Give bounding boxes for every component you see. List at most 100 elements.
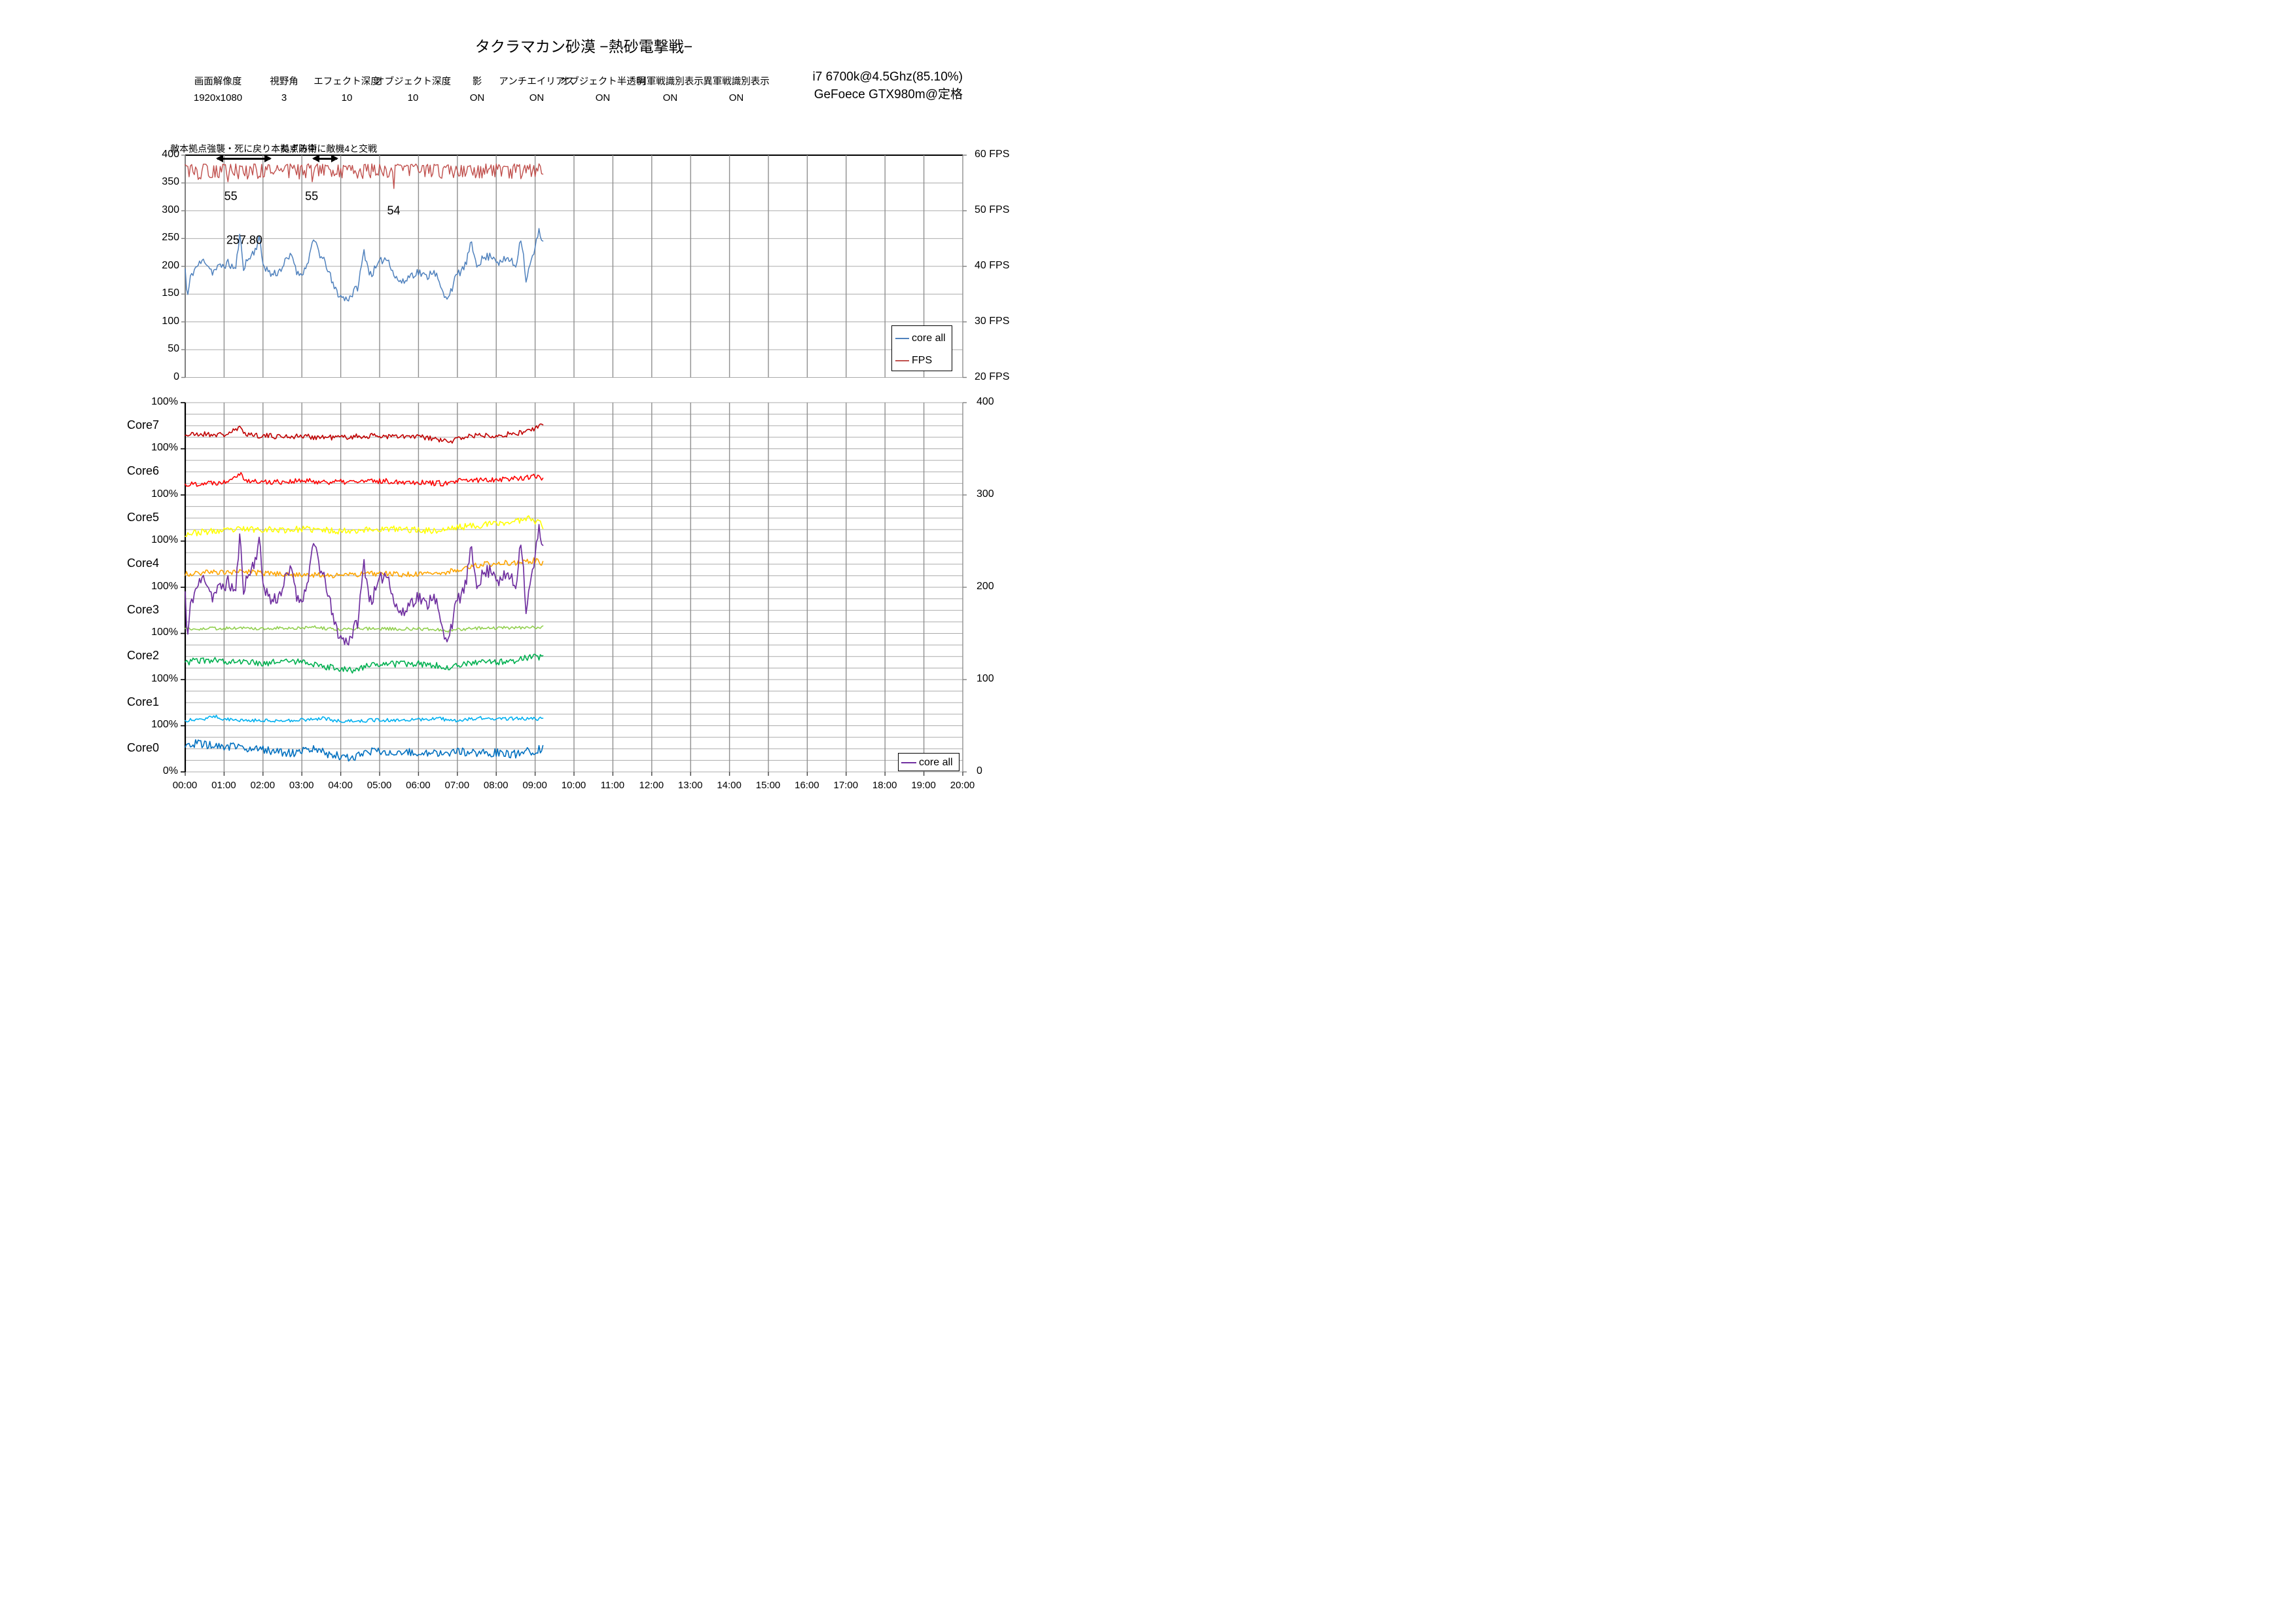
core-label-Core7: Core7: [126, 418, 159, 431]
setting-value-1: 3: [281, 92, 287, 103]
time-axis-label: 03:00: [289, 780, 314, 791]
core-label-Core6: Core6: [126, 464, 159, 478]
legend-entry-core-all: core all: [895, 333, 946, 344]
setting-label-3: オブジェクト深度: [375, 77, 451, 87]
series-Core7: [184, 423, 543, 444]
cpu-chart-right-axis-label: 0: [977, 765, 982, 776]
fps-chart-yaxis-label: 200: [162, 259, 179, 271]
fps-chart-yaxis-label: 250: [162, 232, 179, 244]
setting-value-2: 10: [341, 92, 353, 103]
time-axis-label: 07:00: [444, 780, 470, 791]
cpu-chart-right-axis-label: 300: [977, 488, 994, 500]
fps-chart-fps-axis-label: 60 FPS: [975, 149, 1010, 160]
percent-axis-label-zero: 0%: [162, 765, 178, 776]
series-core-all: [184, 228, 543, 302]
point-label: 55: [224, 189, 238, 203]
series-core-all: [184, 523, 543, 646]
series-Core6: [184, 471, 543, 487]
fps-chart-yaxis-label: 400: [162, 149, 179, 160]
series-Core0: [184, 739, 543, 761]
core-label-Core1: Core1: [126, 695, 159, 708]
series-FPS: [184, 163, 543, 189]
time-axis-label: 13:00: [677, 780, 703, 791]
phase-annotation-text-1: ねずみ中に敵機4と交戦: [280, 143, 378, 154]
percent-axis-label: 100%: [151, 442, 178, 453]
setting-label-1: 視野角: [270, 77, 298, 87]
time-axis-label: 17:00: [833, 780, 859, 791]
fps-chart-yaxis-label: 300: [162, 204, 179, 215]
setting-label-4: 影: [472, 77, 482, 87]
percent-axis-label: 100%: [151, 580, 178, 592]
percent-axis-label: 100%: [151, 627, 178, 638]
core-label-Core2: Core2: [126, 649, 159, 663]
setting-label-6: オブジェクト半透明: [560, 77, 646, 87]
legend-entry-FPS: FPS: [895, 355, 932, 367]
setting-label-7: 同軍戦識別表示: [637, 77, 704, 87]
time-axis-label: 12:00: [639, 780, 664, 791]
percent-axis-label: 100%: [151, 488, 178, 500]
time-axis-label: 19:00: [911, 780, 936, 791]
series-Core3: [184, 625, 543, 632]
fps-chart-fps-axis-label: 30 FPS: [975, 315, 1010, 327]
core-label-Core0: Core0: [126, 741, 159, 755]
time-axis-label: 04:00: [328, 780, 353, 791]
time-axis-label: 11:00: [600, 780, 625, 791]
time-axis-label: 05:00: [367, 780, 392, 791]
fps-chart-yaxis-label: 50: [168, 343, 179, 355]
legend-line-swatch: [901, 762, 916, 763]
time-axis-label: 02:00: [250, 780, 276, 791]
point-label: 54: [387, 204, 401, 217]
time-axis-label: 06:00: [406, 780, 431, 791]
series-Core4: [184, 556, 543, 579]
cpu-chart-legend: core all: [898, 753, 960, 771]
time-axis-label: 10:00: [561, 780, 586, 791]
time-axis-label: 20:00: [950, 780, 975, 791]
point-label: 257.80: [226, 233, 262, 247]
setting-value-8: ON: [728, 92, 744, 103]
core-label-Core3: Core3: [126, 602, 159, 616]
cpu-chart-plot: [180, 401, 967, 776]
system-info: i7 6700k@4.5Ghz(85.10%) GeFoece GTX980m@…: [813, 68, 963, 103]
point-label: 55: [305, 189, 319, 203]
legend-label: FPS: [912, 355, 933, 366]
setting-value-4: ON: [469, 92, 485, 103]
time-axis-label: 00:00: [172, 780, 198, 791]
legend-label: core all: [919, 757, 953, 768]
setting-label-2: エフェクト深度: [314, 77, 380, 87]
time-axis-label: 01:00: [211, 780, 236, 791]
time-axis-label: 15:00: [755, 780, 781, 791]
setting-label-8: 異軍戦識別表示: [703, 77, 770, 87]
fps-chart-fps-axis-label: 50 FPS: [975, 204, 1010, 215]
phase-annotation-text-0: 敵本拠点強襲・死に戻り本拠点防衛: [170, 143, 317, 154]
phase-annotation-arrow-0: [216, 155, 272, 162]
core-label-Core4: Core4: [126, 556, 159, 570]
fps-chart-legend: core all FPS: [891, 325, 952, 371]
cpu-info: i7 6700k@4.5Ghz(85.10%): [812, 70, 963, 84]
benchmark-report: タクラマカン砂漠 −熱砂電撃戦− 画面解像度 1920x1080 視野角 3 エフェクト…: [0, 0, 1148, 812]
cpu-chart-right-axis-label: 200: [977, 580, 994, 592]
fps-chart-plot: [181, 155, 967, 378]
series-Core2: [184, 653, 543, 674]
time-axis-label: 08:00: [483, 780, 509, 791]
setting-value-5: ON: [529, 92, 545, 103]
setting-label-0: 画面解像度: [194, 77, 242, 87]
legend-line-swatch: [895, 360, 909, 361]
setting-value-7: ON: [662, 92, 678, 103]
time-axis-label: 14:00: [717, 780, 742, 791]
cpu-chart-right-axis-label: 400: [977, 395, 994, 407]
fps-chart-yaxis-label: 150: [162, 287, 179, 299]
phase-annotation-arrow-1: [312, 155, 338, 162]
fps-chart-fps-axis-label: 20 FPS: [975, 371, 1010, 382]
series-Core5: [184, 515, 543, 537]
setting-value-3: 10: [407, 92, 419, 103]
legend-line-swatch: [895, 338, 909, 339]
time-axis-label: 18:00: [872, 780, 897, 791]
legend-label: core all: [912, 333, 946, 344]
legend-entry-core-all: core all: [901, 757, 953, 769]
cpu-chart-right-axis-label: 100: [977, 672, 994, 684]
setting-label-5: アンチエイリアス: [499, 77, 575, 87]
percent-axis-label: 100%: [151, 719, 178, 730]
percent-axis-label: 100%: [151, 534, 178, 545]
core-label-Core5: Core5: [126, 510, 159, 524]
gpu-info: GeFoece GTX980m@定格: [814, 88, 963, 101]
